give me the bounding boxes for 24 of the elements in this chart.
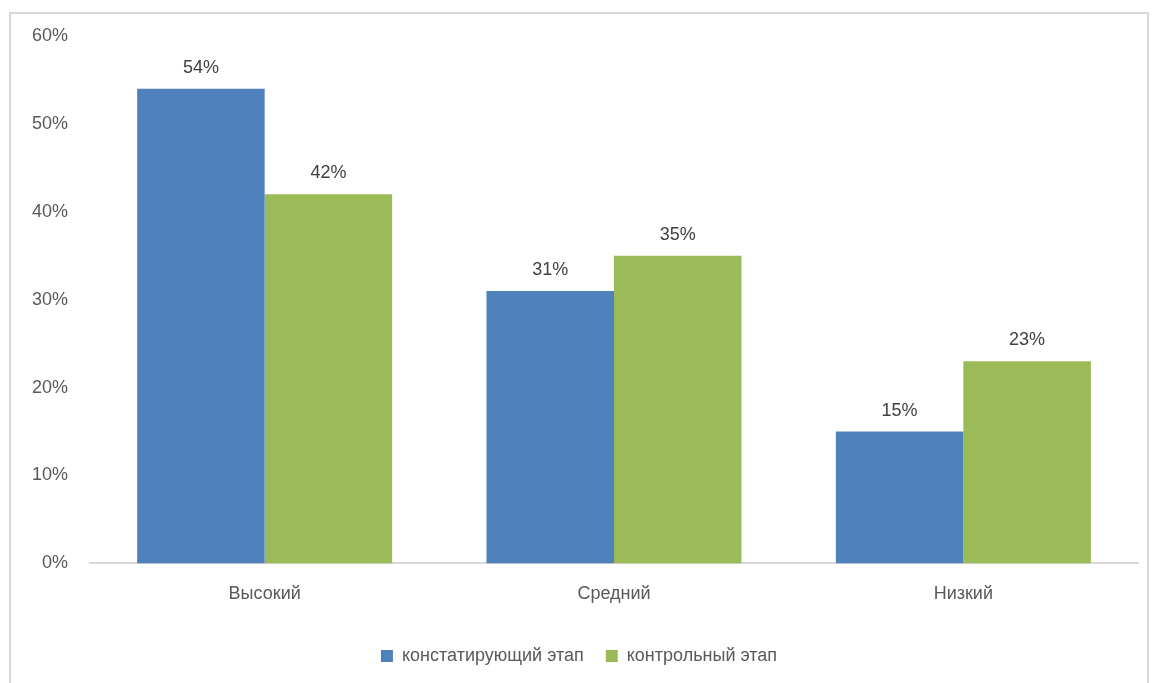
data-label: 42% (310, 162, 347, 183)
y-tick-label: 20% (31, 376, 68, 397)
data-label: 35% (659, 223, 696, 244)
y-tick-label: 60% (31, 24, 68, 45)
bar (614, 255, 742, 564)
legend-label: констатирующий этап (401, 644, 584, 665)
y-tick-label: 30% (31, 288, 68, 309)
y-tick-label: 10% (31, 464, 68, 485)
y-tick-label: 0% (41, 552, 68, 573)
x-tick-label: Высокий (228, 583, 301, 604)
bar (137, 88, 265, 564)
data-label: 23% (1009, 329, 1046, 350)
data-label: 54% (182, 56, 219, 77)
x-tick-label: Низкий (933, 583, 993, 604)
y-tick-label: 40% (31, 200, 68, 221)
y-tick-label: 50% (31, 112, 68, 133)
bar (835, 431, 964, 564)
bar (486, 290, 614, 564)
legend-label: контрольный этап (626, 644, 778, 665)
bar (264, 194, 393, 564)
data-label: 15% (881, 399, 918, 420)
data-label: 31% (532, 258, 569, 279)
x-tick-label: Средний (577, 583, 651, 604)
bar (963, 361, 1091, 564)
